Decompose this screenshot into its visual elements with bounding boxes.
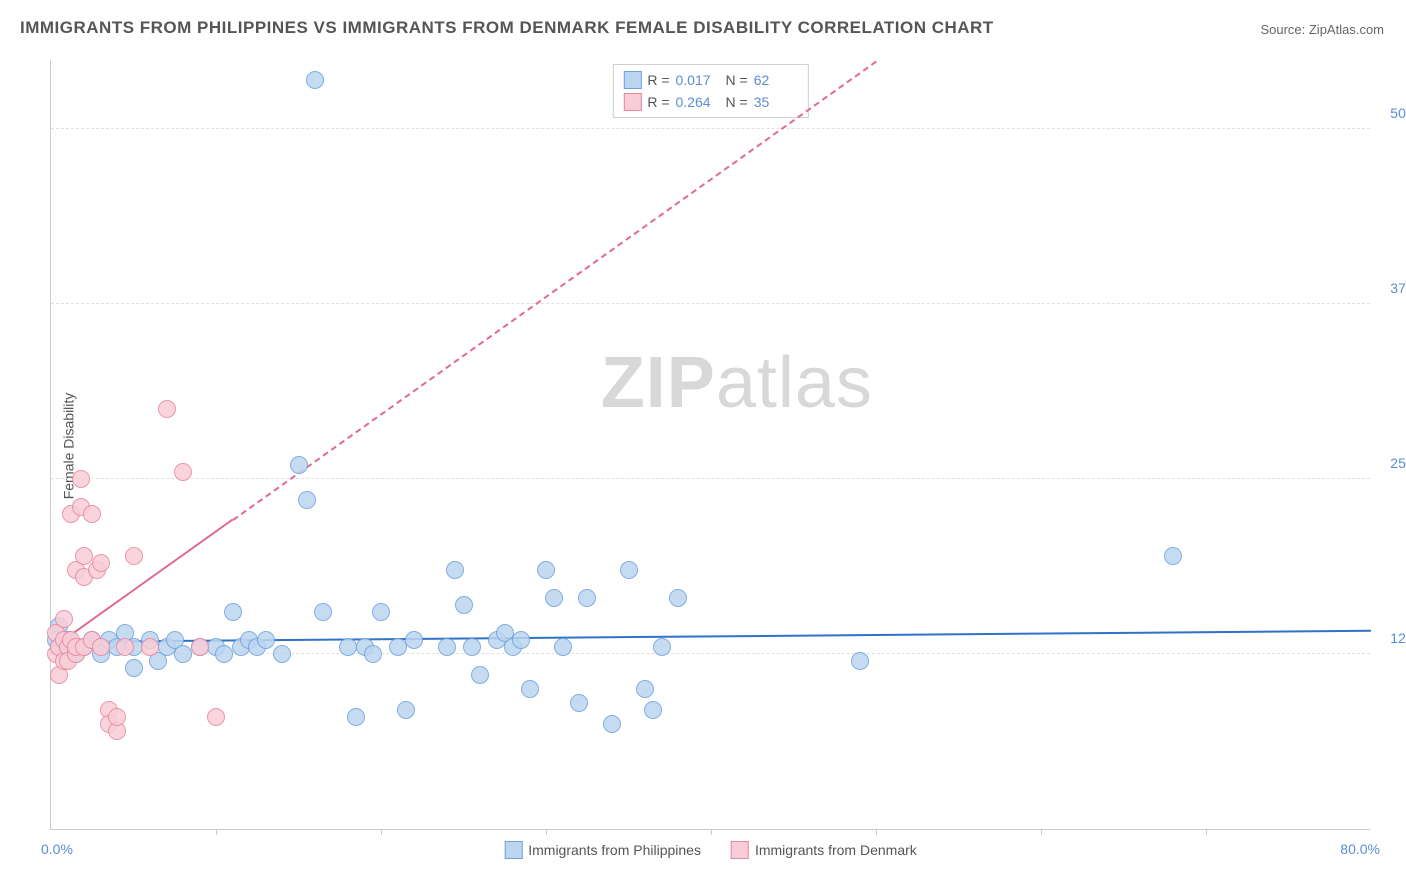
y-tick-label: 50.0% [1375, 105, 1406, 121]
data-point [653, 638, 671, 656]
watermark-atlas: atlas [716, 343, 873, 423]
source-attribution: Source: ZipAtlas.com [1260, 22, 1384, 37]
data-point [224, 603, 242, 621]
data-point [207, 708, 225, 726]
legend-n-label: N = [726, 94, 748, 110]
data-point [347, 708, 365, 726]
data-point [471, 666, 489, 684]
data-point [521, 680, 539, 698]
x-tick [381, 829, 382, 835]
legend-n-value: 62 [754, 72, 798, 88]
gridline [51, 128, 1370, 129]
data-point [537, 561, 555, 579]
data-point [257, 631, 275, 649]
data-point [636, 680, 654, 698]
data-point [108, 708, 126, 726]
data-point [92, 638, 110, 656]
data-point [554, 638, 572, 656]
data-point [83, 505, 101, 523]
data-point [446, 561, 464, 579]
x-tick [546, 829, 547, 835]
data-point [158, 400, 176, 418]
legend-bottom-item: Immigrants from Denmark [731, 841, 917, 859]
data-point [669, 589, 687, 607]
data-point [364, 645, 382, 663]
data-point [545, 589, 563, 607]
legend-bottom-item: Immigrants from Philippines [504, 841, 701, 859]
legend-swatch [731, 841, 749, 859]
legend-swatch [623, 71, 641, 89]
legend-bottom-label: Immigrants from Philippines [528, 842, 701, 858]
legend-n-value: 35 [754, 94, 798, 110]
x-max-label: 80.0% [1340, 841, 1380, 857]
data-point [603, 715, 621, 733]
data-point [512, 631, 530, 649]
plot-area: ZIPatlas R =0.017N =62R =0.264N =35 Immi… [50, 60, 1370, 830]
data-point [72, 470, 90, 488]
data-point [455, 596, 473, 614]
data-point [306, 71, 324, 89]
data-point [125, 547, 143, 565]
gridline [51, 303, 1370, 304]
watermark-zip: ZIP [601, 343, 716, 423]
data-point [298, 491, 316, 509]
data-point [372, 603, 390, 621]
data-point [273, 645, 291, 663]
legend-swatch [623, 93, 641, 111]
data-point [125, 659, 143, 677]
chart-title: IMMIGRANTS FROM PHILIPPINES VS IMMIGRANT… [20, 18, 994, 38]
legend-r-value: 0.017 [676, 72, 720, 88]
data-point [620, 561, 638, 579]
y-tick-label: 12.5% [1375, 630, 1406, 646]
correlation-legend: R = 0.017 N = 62 R = 0.264 N = 35 [612, 64, 808, 118]
data-point [339, 638, 357, 656]
x-tick [1206, 829, 1207, 835]
legend-row: R = 0.264 N = 35 [623, 91, 797, 113]
data-point [174, 463, 192, 481]
x-origin-label: 0.0% [41, 841, 73, 857]
x-tick [711, 829, 712, 835]
data-point [644, 701, 662, 719]
legend-r-value: 0.264 [676, 94, 720, 110]
gridline [51, 478, 1370, 479]
data-point [851, 652, 869, 670]
data-point [141, 638, 159, 656]
data-point [463, 638, 481, 656]
data-point [405, 631, 423, 649]
data-point [570, 694, 588, 712]
y-tick-label: 25.0% [1375, 455, 1406, 471]
data-point [55, 610, 73, 628]
data-point [191, 638, 209, 656]
y-tick-label: 37.5% [1375, 280, 1406, 296]
legend-r-label: R = [647, 94, 669, 110]
data-point [314, 603, 332, 621]
data-point [174, 645, 192, 663]
data-point [389, 638, 407, 656]
data-point [578, 589, 596, 607]
data-point [116, 638, 134, 656]
x-tick [876, 829, 877, 835]
data-point [1164, 547, 1182, 565]
legend-swatch [504, 841, 522, 859]
data-point [290, 456, 308, 474]
legend-bottom-label: Immigrants from Denmark [755, 842, 917, 858]
watermark: ZIPatlas [601, 342, 873, 424]
legend-row: R = 0.017 N = 62 [623, 69, 797, 91]
gridline [51, 653, 1370, 654]
legend-n-label: N = [726, 72, 748, 88]
data-point [215, 645, 233, 663]
data-point [397, 701, 415, 719]
data-point [92, 554, 110, 572]
x-tick [216, 829, 217, 835]
series-legend: Immigrants from Philippines Immigrants fr… [504, 841, 917, 859]
x-tick [1041, 829, 1042, 835]
legend-r-label: R = [647, 72, 669, 88]
trend-line [232, 60, 877, 520]
data-point [438, 638, 456, 656]
